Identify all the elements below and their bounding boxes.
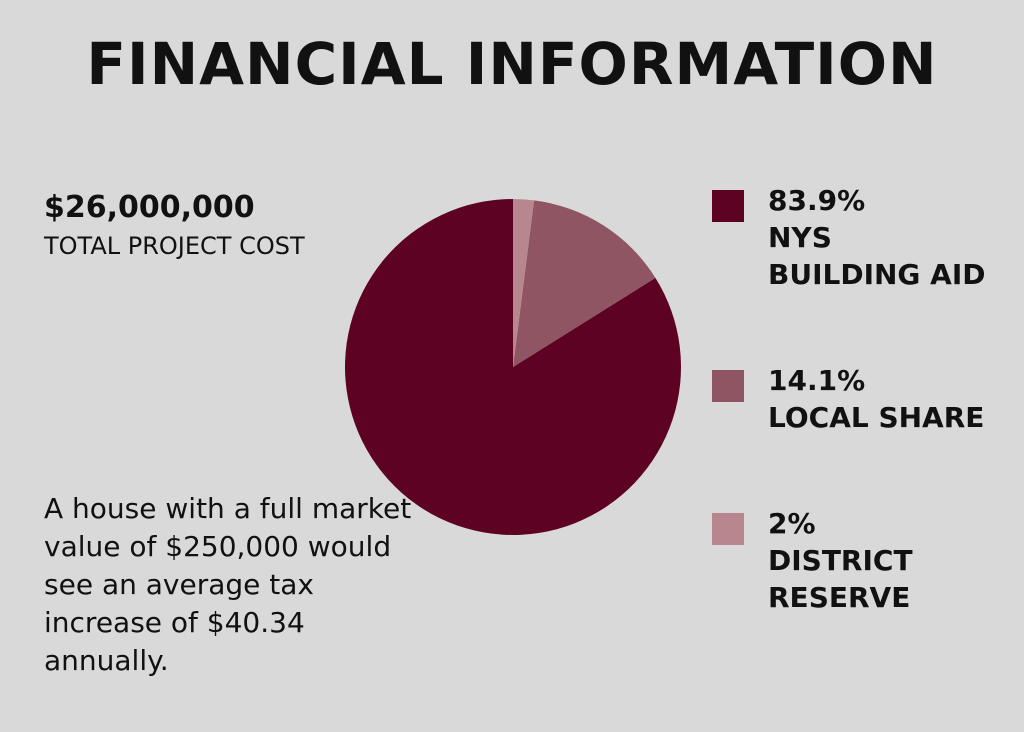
- legend-swatch: [712, 370, 744, 402]
- legend-name: LOCAL SHARE: [768, 401, 985, 434]
- legend-label: 14.1% LOCAL SHARE: [768, 362, 1024, 436]
- pie-slice: [345, 199, 682, 535]
- legend-value: 14.1%: [768, 364, 866, 397]
- total-cost: $26,000,000: [44, 190, 255, 225]
- legend-swatch: [712, 513, 744, 545]
- legend-label: 83.9% NYS BUILDING AID: [768, 182, 1024, 293]
- legend-name: DISTRICT RESERVE: [768, 544, 913, 614]
- legend-swatch: [712, 190, 744, 222]
- legend-name: NYS BUILDING AID: [768, 221, 986, 291]
- legend-value: 2%: [768, 507, 816, 540]
- pie-slice: [513, 199, 535, 367]
- title: FINANCIAL INFORMATION: [86, 30, 938, 98]
- legend-value: 83.9%: [768, 184, 866, 217]
- total-cost-label: TOTAL PROJECT COST: [44, 232, 305, 260]
- note: A house with a full market value of $250…: [44, 492, 412, 677]
- pie-slice: [513, 200, 656, 367]
- legend-label: 2% DISTRICT RESERVE: [768, 505, 1024, 616]
